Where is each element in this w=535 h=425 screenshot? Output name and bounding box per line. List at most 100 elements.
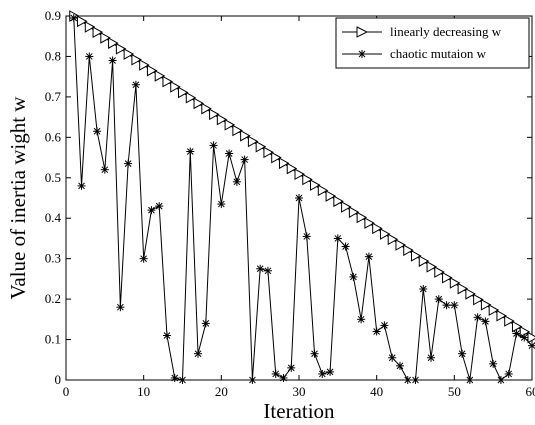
data-point-asterisk	[380, 321, 389, 330]
data-point-asterisk	[458, 349, 467, 358]
data-point-triangle	[201, 102, 212, 115]
data-point-triangle	[511, 320, 523, 333]
data-point-asterisk	[465, 376, 474, 384]
data-point-triangle	[418, 255, 430, 267]
data-point-asterisk	[427, 353, 436, 362]
data-point-asterisk	[170, 373, 179, 382]
data-point-triangle	[92, 26, 104, 39]
data-point-triangle	[333, 195, 344, 208]
data-point-asterisk	[124, 159, 133, 168]
data-point-asterisk	[287, 363, 296, 372]
data-point-triangle	[247, 135, 259, 148]
data-point-triangle	[465, 288, 476, 300]
data-point-triangle	[216, 113, 228, 126]
data-point-asterisk	[139, 254, 148, 263]
data-point-asterisk	[520, 333, 529, 342]
data-point-triangle	[411, 249, 422, 262]
data-point-triangle	[434, 266, 445, 278]
data-point-asterisk	[147, 206, 156, 215]
data-point-asterisk	[194, 349, 203, 358]
data-point-triangle	[209, 108, 220, 121]
data-point-triangle	[364, 217, 375, 229]
data-point-asterisk	[186, 147, 195, 156]
data-point-asterisk	[318, 369, 327, 378]
data-point-triangle	[286, 162, 298, 175]
data-point-asterisk	[232, 177, 241, 186]
y-tick-label: 0.1	[45, 332, 61, 347]
data-point-triangle	[146, 64, 158, 77]
data-point-triangle	[310, 179, 321, 191]
data-point-triangle	[185, 91, 197, 104]
data-point-asterisk	[504, 369, 513, 378]
data-point-triangle	[255, 140, 267, 153]
data-point-triangle	[426, 260, 438, 273]
data-point-asterisk	[279, 373, 288, 382]
legend-marker-triangle	[356, 26, 369, 38]
data-point-triangle	[379, 228, 391, 240]
data-point-triangle	[488, 304, 500, 316]
data-point-asterisk	[349, 272, 358, 281]
data-point-asterisk	[85, 52, 94, 61]
x-tick-label: 10	[137, 384, 150, 399]
data-point-asterisk	[310, 349, 319, 358]
data-point-triangle	[395, 239, 406, 251]
data-point-asterisk	[411, 376, 420, 384]
legend-label-chaotic: chaotic mutaion w	[390, 46, 487, 61]
data-point-triangle	[139, 59, 150, 71]
y-tick-label: 0.8	[45, 48, 61, 63]
data-point-asterisk	[473, 313, 482, 322]
data-point-triangle	[154, 70, 166, 82]
data-point-triangle	[240, 129, 251, 142]
data-point-triangle	[100, 31, 111, 44]
data-point-asterisk	[372, 327, 381, 336]
data-point-triangle	[271, 151, 282, 164]
data-point-triangle	[131, 53, 142, 66]
data-point-asterisk	[403, 376, 412, 384]
data-point-asterisk	[217, 200, 226, 209]
data-point-asterisk	[209, 141, 218, 150]
y-tick-label: 0.4	[45, 210, 62, 225]
data-point-asterisk	[201, 319, 210, 328]
legend: linearly decreasing w chaotic mutaion w	[335, 17, 530, 69]
data-point-triangle	[263, 146, 274, 159]
legend-label-linear: linearly decreasing w	[390, 24, 502, 39]
data-point-triangle	[527, 331, 535, 344]
data-point-triangle	[496, 309, 507, 322]
data-point-triangle	[442, 271, 453, 284]
legend-marker-asterisk	[358, 50, 366, 58]
data-point-asterisk	[434, 295, 443, 304]
data-point-asterisk	[357, 315, 366, 324]
data-point-asterisk	[240, 155, 249, 164]
data-point-triangle	[170, 80, 181, 93]
data-point-asterisk	[69, 14, 78, 23]
x-tick-label: 60	[526, 384, 535, 399]
data-point-asterisk	[442, 301, 451, 310]
data-point-asterisk	[271, 369, 280, 378]
data-point-asterisk	[395, 361, 404, 370]
data-point-triangle	[232, 124, 243, 137]
data-point-asterisk	[333, 234, 342, 243]
x-axis-title: Iteration	[263, 399, 335, 423]
x-tick-label: 40	[370, 384, 383, 399]
data-point-triangle	[325, 190, 337, 202]
y-tick-label: 0.5	[45, 170, 61, 185]
data-point-asterisk	[256, 264, 265, 273]
series-linear	[69, 10, 535, 344]
data-point-triangle	[403, 244, 414, 257]
x-tick-label: 20	[215, 384, 228, 399]
data-point-asterisk	[108, 56, 117, 65]
x-tick-label: 30	[293, 384, 306, 399]
y-tick-label: 0	[55, 372, 62, 387]
data-point-asterisk	[388, 353, 397, 362]
x-tick-label: 0	[63, 384, 70, 399]
data-point-triangle	[84, 21, 96, 33]
data-point-triangle	[278, 157, 290, 170]
data-point-asterisk	[326, 367, 335, 376]
data-point-triangle	[457, 282, 469, 295]
y-axis-title: Value of inertia wight w	[6, 96, 30, 300]
data-point-asterisk	[263, 266, 272, 275]
data-point-triangle	[108, 37, 119, 49]
data-point-asterisk	[295, 194, 303, 202]
data-point-triangle	[473, 293, 484, 306]
